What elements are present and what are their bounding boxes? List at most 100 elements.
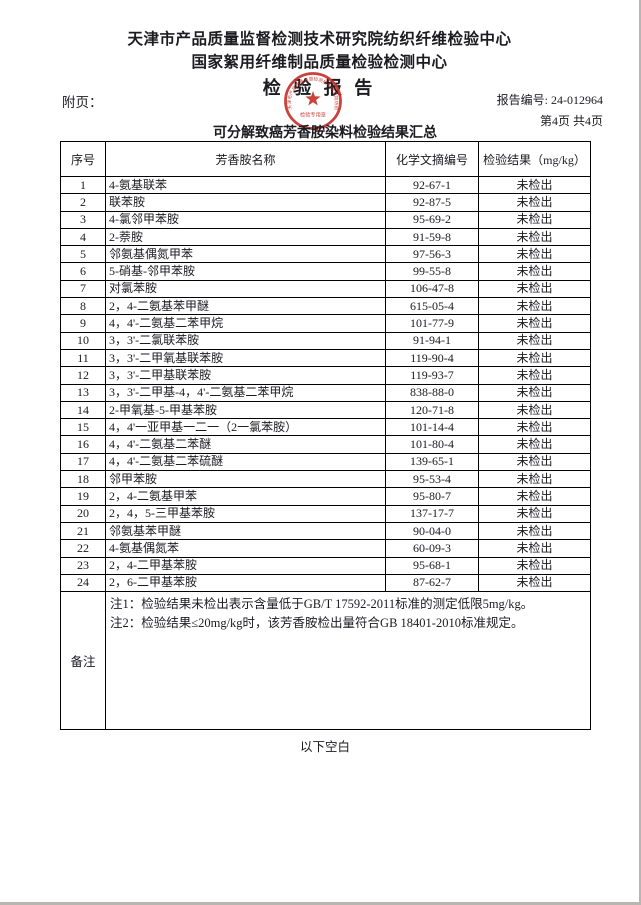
- table-row: 23 2，4-二甲基苯胺 95-68-1 未检出: [60, 556, 591, 575]
- cell-name: 2-甲氧基-5-甲基苯胺: [105, 400, 386, 420]
- cell-name: 邻氨基苯甲醚: [105, 521, 386, 541]
- remark-row: 备注 注1：检验结果未检出表示含量低于GB/T 17592-2011标准的测定低…: [60, 591, 591, 731]
- cell-result: 未检出: [478, 521, 591, 541]
- cell-result: 未检出: [478, 487, 591, 506]
- note-line-2: 注2：检验结果≤20mg/kg时，该芳香胺检出量符合GB 18401-2010标…: [110, 616, 524, 631]
- cell-no: 23: [60, 556, 106, 575]
- cell-name: 2，4-二氨基苯甲醚: [105, 297, 386, 316]
- cell-cas: 95-80-7: [385, 487, 479, 506]
- cell-result: 未检出: [478, 573, 591, 593]
- cell-cas: 97-56-3: [385, 245, 479, 264]
- cell-no: 21: [60, 521, 106, 541]
- cell-no: 3: [60, 210, 106, 229]
- cell-result: 未检出: [478, 193, 591, 212]
- table-row: 22 4-氨基偶氮苯 60-09-3 未检出: [60, 539, 591, 558]
- table-row: 9 4，4'-二氨基二苯甲烷 101-77-9 未检出: [60, 314, 591, 333]
- cell-result: 未检出: [478, 366, 591, 385]
- table-row: 11 3，3'-二甲氧基联苯胺 119-90-4 未检出: [60, 348, 591, 368]
- table-row: 16 4，4'-二氨基二苯醚 101-80-4 未检出: [60, 435, 591, 454]
- cell-result: 未检出: [478, 470, 591, 489]
- table-header-row: 序号 芳香胺名称 化学文摘编号 检验结果（mg/kg）: [60, 141, 591, 177]
- cell-no: 5: [60, 245, 106, 264]
- remark-label-cell: 备注: [60, 591, 106, 731]
- cell-no: 7: [60, 279, 106, 299]
- cell-cas: 91-59-8: [385, 227, 479, 247]
- table-row: 7 对氯苯胺 106-47-8 未检出: [60, 279, 591, 299]
- cell-no: 11: [60, 348, 106, 368]
- cell-name: 4-氨基联苯: [105, 175, 386, 195]
- cell-cas: 101-80-4: [385, 435, 479, 454]
- cell-cas: 106-47-8: [385, 279, 479, 299]
- cell-no: 9: [60, 314, 106, 333]
- cell-no: 19: [60, 487, 106, 506]
- cell-cas: 95-53-4: [385, 470, 479, 489]
- note-line-1: 注1：检验结果未检出表示含量低于GB/T 17592-2011标准的测定低限5m…: [110, 597, 534, 612]
- cell-name: 4，4'-二氨基二苯甲烷: [105, 314, 386, 333]
- cell-name: 3，3'-二甲基-4，4'-二氨基二苯甲烷: [105, 383, 386, 402]
- cell-cas: 99-55-8: [385, 262, 479, 281]
- cell-name: 对氯苯胺: [105, 279, 386, 299]
- cell-result: 未检出: [478, 400, 591, 420]
- cell-result: 未检出: [478, 279, 591, 299]
- table-row: 20 2，4，5-三甲基苯胺 137-17-7 未检出: [60, 504, 591, 523]
- cell-no: 4: [60, 227, 106, 247]
- table-row: 24 2，6-二甲基苯胺 87-62-7 未检出: [60, 573, 591, 593]
- cell-no: 13: [60, 383, 106, 402]
- cell-cas: 838-88-0: [385, 383, 479, 402]
- column-header: 芳香胺名称: [105, 141, 386, 177]
- cell-name: 5-硝基-邻甲苯胺: [105, 262, 386, 281]
- cell-cas: 119-90-4: [385, 348, 479, 368]
- cell-name: 2，4，5-三甲基苯胺: [105, 504, 386, 523]
- table-row: 14 2-甲氧基-5-甲基苯胺 120-71-8 未检出: [60, 400, 591, 420]
- cell-no: 14: [60, 400, 106, 420]
- table-row: 3 4-氯邻甲苯胺 95-69-2 未检出: [60, 210, 591, 229]
- cell-cas: 101-14-4: [385, 418, 479, 437]
- cell-result: 未检出: [478, 348, 591, 368]
- cell-no: 12: [60, 366, 106, 385]
- cell-cas: 92-67-1: [385, 175, 479, 195]
- cell-result: 未检出: [478, 227, 591, 247]
- column-header: 化学文摘编号: [385, 141, 479, 177]
- table-row: 1 4-氨基联苯 92-67-1 未检出: [60, 175, 591, 195]
- cell-name: 4，4'-二氨基二苯醚: [105, 435, 386, 454]
- cell-result: 未检出: [478, 262, 591, 281]
- cell-cas: 60-09-3: [385, 539, 479, 558]
- table-row: 4 2-萘胺 91-59-8 未检出: [60, 227, 591, 247]
- table-row: 12 3，3'-二甲基联苯胺 119-93-7 未检出: [60, 366, 591, 385]
- table-row: 2 联苯胺 92-87-5 未检出: [60, 193, 591, 212]
- cell-name: 3，3'-二氯联苯胺: [105, 331, 386, 350]
- cell-cas: 87-62-7: [385, 573, 479, 593]
- report-number-label: 报告编号:: [496, 93, 551, 107]
- cell-result: 未检出: [478, 452, 591, 472]
- remark-notes-cell: 注1：检验结果未检出表示含量低于GB/T 17592-2011标准的测定低限5m…: [105, 591, 591, 731]
- cell-no: 16: [60, 435, 106, 454]
- table-row: 15 4，4'一亚甲基一二一（2一氯苯胺） 101-14-4 未检出: [60, 418, 591, 437]
- cell-result: 未检出: [478, 245, 591, 264]
- cell-no: 6: [60, 262, 106, 281]
- cell-cas: 137-17-7: [385, 504, 479, 523]
- cell-name: 邻甲苯胺: [105, 470, 386, 489]
- cell-result: 未检出: [478, 314, 591, 333]
- column-header: 检验结果（mg/kg）: [478, 141, 591, 177]
- org-name-line2: 国家絮用纤维制品质量检验检测中心: [191, 54, 448, 71]
- cell-result: 未检出: [478, 435, 591, 454]
- cell-result: 未检出: [478, 297, 591, 316]
- cell-cas: 139-65-1: [385, 452, 479, 472]
- attachment-label: 附页：: [62, 95, 103, 110]
- table-row: 18 邻甲苯胺 95-53-4 未检出: [60, 470, 591, 489]
- cell-name: 3，3'-二甲氧基联苯胺: [105, 348, 386, 368]
- table-row: 13 3，3'-二甲基-4，4'-二氨基二苯甲烷 838-88-0 未检出: [60, 383, 591, 402]
- cell-no: 22: [60, 539, 106, 558]
- cell-name: 联苯胺: [105, 193, 386, 212]
- column-header: 序号: [60, 141, 106, 177]
- cell-name: 邻氨基偶氮甲苯: [105, 245, 386, 264]
- report-number-value: 24-012964: [551, 93, 603, 107]
- cell-name: 3，3'-二甲基联苯胺: [105, 366, 386, 385]
- report-number-line: 报告编号: 24-012964: [496, 93, 603, 107]
- table-row: 5 邻氨基偶氮甲苯 97-56-3 未检出: [60, 245, 591, 264]
- cell-result: 未检出: [478, 418, 591, 437]
- table-row: 8 2，4-二氨基苯甲醚 615-05-4 未检出: [60, 297, 591, 316]
- cell-result: 未检出: [478, 539, 591, 558]
- cell-result: 未检出: [478, 210, 591, 229]
